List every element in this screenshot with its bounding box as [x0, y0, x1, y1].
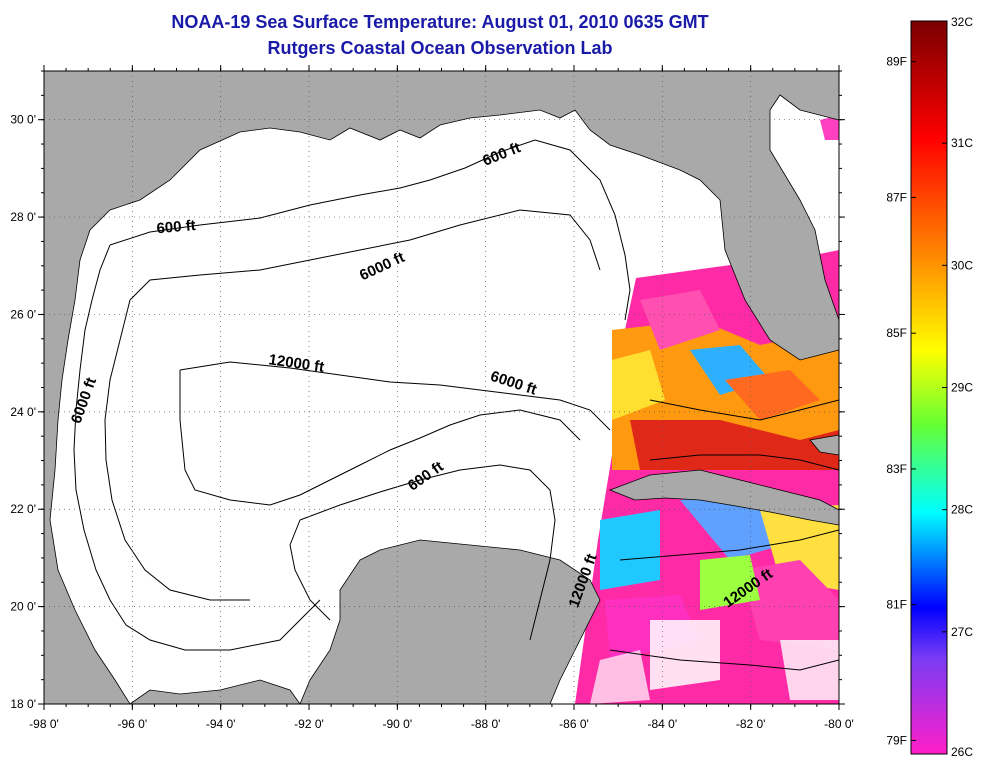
- fahrenheit-label: 87F: [886, 190, 907, 204]
- lon-tick-label: -84 0': [648, 717, 678, 731]
- celsius-label: 32C: [951, 15, 973, 29]
- lat-tick-label: 26 0': [10, 307, 36, 321]
- map-axes: -98 0' -96 0' -94 0' -92 0' -90 0' -88 0' -86 …: [10, 65, 854, 731]
- map-title: NOAA-19 Sea Surface Temperature: August …: [171, 12, 709, 32]
- fahrenheit-label: 85F: [886, 326, 907, 340]
- celsius-label: 31C: [951, 136, 973, 150]
- celsius-label: 29C: [951, 381, 973, 395]
- celsius-label: 26C: [951, 745, 973, 759]
- celsius-label: 30C: [951, 258, 973, 272]
- lat-tick-label: 20 0': [10, 600, 36, 614]
- lon-tick-label: -90 0': [383, 717, 413, 731]
- lon-tick-label: -82 0': [736, 717, 766, 731]
- colorbar: 32C 31C 30C 29C 28C 27C 26C 89F 87F 85F 83F 81F 79F: [886, 15, 973, 759]
- colorbar-gradient: [910, 20, 948, 755]
- fahrenheit-label: 83F: [886, 462, 907, 476]
- lat-tick-label: 24 0': [10, 405, 36, 419]
- fahrenheit-label: 89F: [886, 55, 907, 69]
- map-subtitle: Rutgers Coastal Ocean Observation Lab: [267, 38, 613, 58]
- lon-tick-label: -94 0': [206, 717, 236, 731]
- colorbar-ticks: 32C 31C 30C 29C 28C 27C 26C 89F 87F 85F 83F 81F 79F: [886, 15, 973, 759]
- lon-tick-label: -96 0': [118, 717, 148, 731]
- lat-tick-label: 28 0': [10, 210, 36, 224]
- celsius-label: 28C: [951, 503, 973, 517]
- lon-tick-label: -98 0': [29, 717, 59, 731]
- lon-tick-label: -88 0': [471, 717, 501, 731]
- lon-tick-label: -92 0': [294, 717, 324, 731]
- fahrenheit-label: 81F: [886, 598, 907, 612]
- contour-label: 600 ft: [156, 217, 197, 237]
- bathymetry-contours: [73, 139, 839, 671]
- lon-tick-label: -86 0': [559, 717, 589, 731]
- lon-tick-label: -80 0': [824, 717, 854, 731]
- fahrenheit-label: 79F: [886, 733, 907, 747]
- lat-tick-label: 18 0': [10, 697, 36, 711]
- lat-tick-label: 22 0': [10, 502, 36, 516]
- land: [44, 71, 839, 704]
- celsius-label: 27C: [951, 625, 973, 639]
- lat-tick-label: 30 0': [10, 113, 36, 127]
- lat-lon-grid: [44, 71, 839, 704]
